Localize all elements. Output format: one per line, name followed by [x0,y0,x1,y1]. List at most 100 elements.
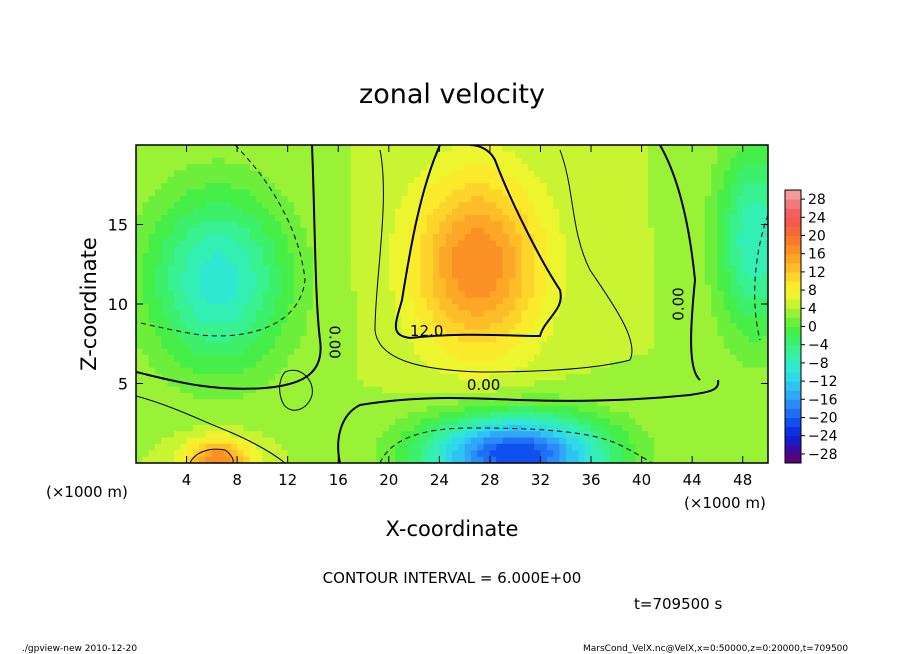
field-cell [628,386,636,394]
field-cell [268,234,276,241]
field-cell [148,431,156,439]
field-cell [268,297,276,305]
field-cell [616,227,624,235]
field-cell [369,361,377,369]
field-cell [641,189,649,197]
field-cell [616,253,624,261]
field-cell [192,240,200,248]
field-cell [281,431,289,439]
field-cell [369,227,377,235]
field-cell [414,202,421,210]
field-cell [218,316,226,324]
field-cell [376,265,384,273]
field-cell [565,246,573,254]
field-cell [211,431,219,439]
field-cell [230,399,238,407]
field-cell [477,431,485,439]
field-cell [464,291,472,299]
field-cell [186,393,194,400]
field-cell [723,323,731,331]
field-cell [565,367,573,375]
field-cell [142,183,150,191]
field-cell [483,304,491,311]
field-cell [628,456,636,463]
field-cell [167,297,175,305]
field-cell [294,291,301,299]
field-cell [666,316,674,324]
field-cell [477,456,485,463]
field-cell [161,316,169,324]
field-cell [395,437,403,445]
field-cell [306,335,314,343]
field-cell [357,316,365,324]
field-cell [723,424,731,432]
field-cell [635,253,643,261]
field-cell [641,437,649,445]
field-cell [521,348,529,356]
field-cell [154,354,162,362]
field-cell [142,214,150,222]
field-cell [711,234,719,241]
field-cell [148,316,156,324]
field-cell [350,450,358,458]
field-cell [502,437,510,445]
field-cell [470,259,478,267]
field-cell [414,265,421,273]
field-cell [527,265,535,273]
field-cell [635,361,643,369]
field-cell [666,265,674,273]
field-cell [477,151,485,159]
field-cell [622,310,630,318]
field-cell [717,297,725,305]
field-cell [426,367,434,375]
field-cell [515,278,523,286]
field-cell [363,234,371,241]
field-cell [275,265,282,273]
field-cell [515,342,523,350]
field-cell [237,265,245,273]
field-cell [559,265,567,273]
field-cell [496,335,504,343]
field-cell [641,342,649,350]
field-cell [325,195,333,203]
field-cell [597,272,605,280]
field-cell [711,189,719,197]
field-cell [679,399,687,407]
field-cell [540,424,548,432]
field-cell [660,259,668,267]
field-cell [192,373,200,381]
field-cell [496,164,504,172]
field-cell [142,316,150,324]
field-cell [136,342,143,350]
field-cell [173,145,181,152]
field-cell [401,418,409,426]
field-cell [224,240,232,248]
field-cell [331,456,339,463]
field-cell [610,361,617,369]
field-cell [294,151,301,159]
field-cell [660,291,668,299]
field-cell [540,214,548,222]
field-cell [603,278,611,286]
field-cell [515,272,523,280]
field-cell [376,208,384,216]
field-cell [534,443,542,451]
field-cell [325,335,333,343]
field-cell [388,259,396,267]
field-cell [376,335,384,343]
field-cell [458,246,466,254]
field-cell [230,354,238,362]
field-cell [685,157,693,165]
field-cell [610,227,617,235]
field-cell [704,437,712,445]
field-cell [249,342,257,350]
field-cell [237,234,245,241]
field-cell [553,323,561,331]
field-cell [723,335,731,343]
field-cell [730,164,737,172]
field-cell [218,234,226,241]
field-cell [167,284,175,292]
field-cell [736,310,744,318]
field-cell [616,342,624,350]
field-cell [755,145,763,152]
